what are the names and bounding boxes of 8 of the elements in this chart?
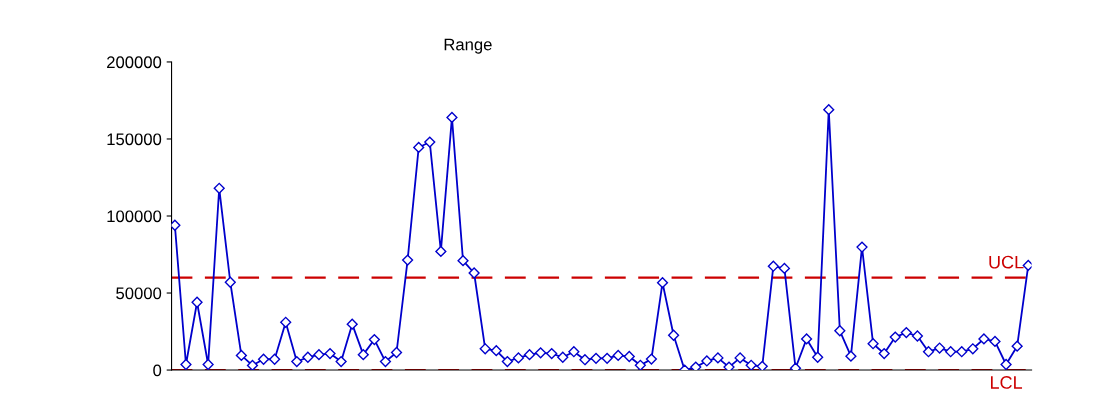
ref-line-label: UCL bbox=[989, 255, 1024, 269]
chart-title: Range bbox=[444, 38, 492, 54]
ref-line-label: LCL bbox=[990, 376, 1023, 389]
y-tick-label: 150000 bbox=[107, 133, 162, 146]
y-tick-label: 100000 bbox=[107, 210, 162, 223]
y-tick-label: 50000 bbox=[116, 287, 162, 300]
y-tick-label: 0 bbox=[153, 364, 162, 377]
y-tick-label: 200000 bbox=[107, 56, 162, 69]
